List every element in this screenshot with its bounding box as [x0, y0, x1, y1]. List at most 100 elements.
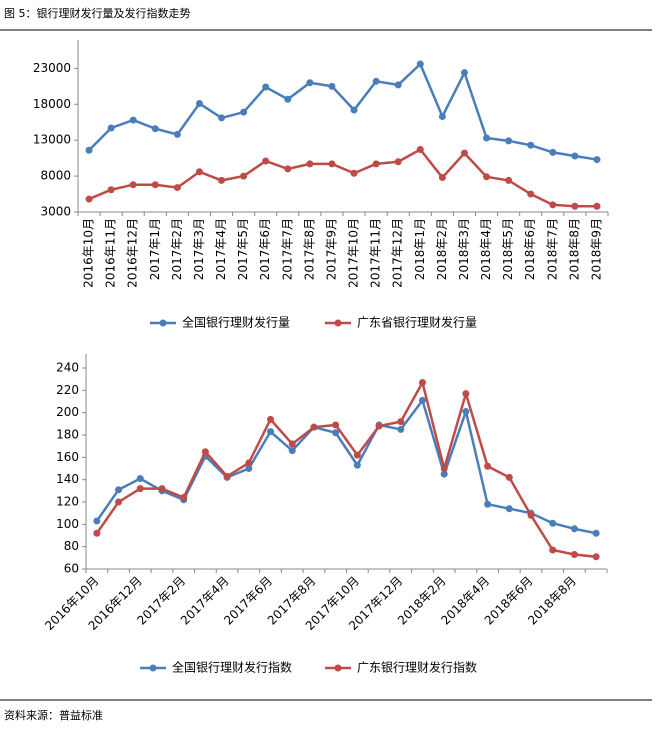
- point: [129, 181, 137, 189]
- point: [460, 69, 468, 77]
- y-tick-label: 180: [56, 428, 79, 442]
- y-tick-label: 160: [56, 450, 79, 464]
- point: [245, 459, 253, 467]
- point: [460, 149, 468, 157]
- point: [484, 500, 492, 508]
- point: [350, 169, 358, 177]
- x-tick-label: 2017年7月: [280, 218, 294, 280]
- point: [571, 152, 579, 160]
- legend-label: 广东省银行理财发行量: [357, 315, 477, 330]
- legend-marker: [159, 319, 167, 327]
- x-tick-label: 2018年3月: [457, 218, 471, 280]
- point: [350, 106, 358, 114]
- point: [505, 137, 513, 145]
- legend-label: 全国银行理财发行量: [182, 315, 290, 330]
- point: [394, 81, 402, 89]
- point: [107, 124, 115, 132]
- y-tick-label: 80: [64, 539, 79, 553]
- x-tick-label: 2017年11月: [369, 218, 383, 288]
- point: [549, 148, 557, 156]
- y-tick-label: 60: [64, 562, 79, 576]
- point: [397, 425, 405, 433]
- point: [570, 525, 578, 533]
- point: [593, 156, 601, 164]
- y-tick-label: 18000: [33, 97, 71, 111]
- x-tick-label: 2017年5月: [236, 218, 250, 280]
- point: [462, 390, 470, 398]
- point: [85, 195, 93, 203]
- legend-label: 全国银行理财发行指数: [172, 660, 292, 675]
- point: [527, 190, 535, 198]
- x-tick-label: 2018年7月: [545, 218, 559, 280]
- point: [438, 112, 446, 120]
- x-tick-label: 2017年10月: [347, 218, 361, 288]
- point: [284, 95, 292, 103]
- x-tick-label: 2017年1月: [148, 218, 162, 280]
- x-tick-label: 2017年6月: [258, 218, 272, 280]
- point: [549, 201, 557, 209]
- point: [484, 462, 492, 470]
- y-tick-label: 220: [56, 383, 79, 397]
- point: [372, 160, 380, 168]
- point: [353, 461, 361, 469]
- x-tick-label: 2017年9月: [324, 218, 338, 280]
- point: [223, 472, 231, 480]
- x-tick-label: 2018年4月: [479, 218, 493, 280]
- point: [549, 519, 557, 527]
- point: [328, 82, 336, 90]
- point: [394, 158, 402, 166]
- point: [201, 448, 209, 456]
- point: [180, 494, 188, 502]
- point: [571, 202, 579, 210]
- point: [218, 114, 226, 122]
- legend-marker: [334, 319, 342, 327]
- x-tick-label: 2017年4月: [214, 218, 228, 280]
- point: [505, 473, 513, 481]
- y-tick-label: 100: [56, 517, 79, 531]
- point: [245, 465, 253, 472]
- point: [267, 428, 275, 436]
- point: [306, 160, 314, 168]
- point: [195, 168, 203, 176]
- point: [372, 77, 380, 85]
- point: [195, 100, 203, 108]
- point: [483, 173, 491, 181]
- x-tick-label: 2017年3月: [192, 218, 206, 280]
- legend-label: 广东银行理财发行指数: [357, 660, 477, 675]
- point: [136, 475, 144, 483]
- point: [418, 396, 426, 404]
- point: [129, 116, 137, 124]
- point: [353, 451, 361, 459]
- point: [173, 130, 181, 138]
- y-tick-label: 8000: [40, 169, 71, 183]
- point: [267, 415, 275, 423]
- point: [173, 184, 181, 192]
- source: 资料来源：普益标准: [4, 708, 103, 722]
- point: [107, 186, 115, 194]
- series-line: [88, 61, 598, 161]
- x-tick-label: 2017年2月: [170, 218, 184, 280]
- point: [440, 465, 448, 472]
- point: [416, 60, 424, 68]
- point: [262, 83, 270, 91]
- series-line: [95, 379, 597, 558]
- x-tick-label: 2018年2月: [435, 218, 449, 280]
- x-tick-label: 2017年8月: [302, 218, 316, 280]
- point: [592, 529, 600, 537]
- point: [527, 141, 535, 149]
- point: [218, 176, 226, 184]
- point: [416, 146, 424, 154]
- point: [115, 486, 123, 494]
- y-tick-label: 200: [56, 405, 79, 419]
- point: [262, 157, 270, 165]
- x-tick-label: 2018年5月: [501, 218, 515, 280]
- point: [375, 422, 383, 430]
- point: [158, 485, 166, 493]
- x-tick-label: 2018年1月: [413, 218, 427, 280]
- point: [240, 108, 248, 116]
- point: [440, 470, 448, 478]
- figure-title: 图 5：银行理财发行量及发行指数走势: [4, 6, 191, 20]
- point: [462, 408, 470, 416]
- legend-marker: [334, 664, 342, 672]
